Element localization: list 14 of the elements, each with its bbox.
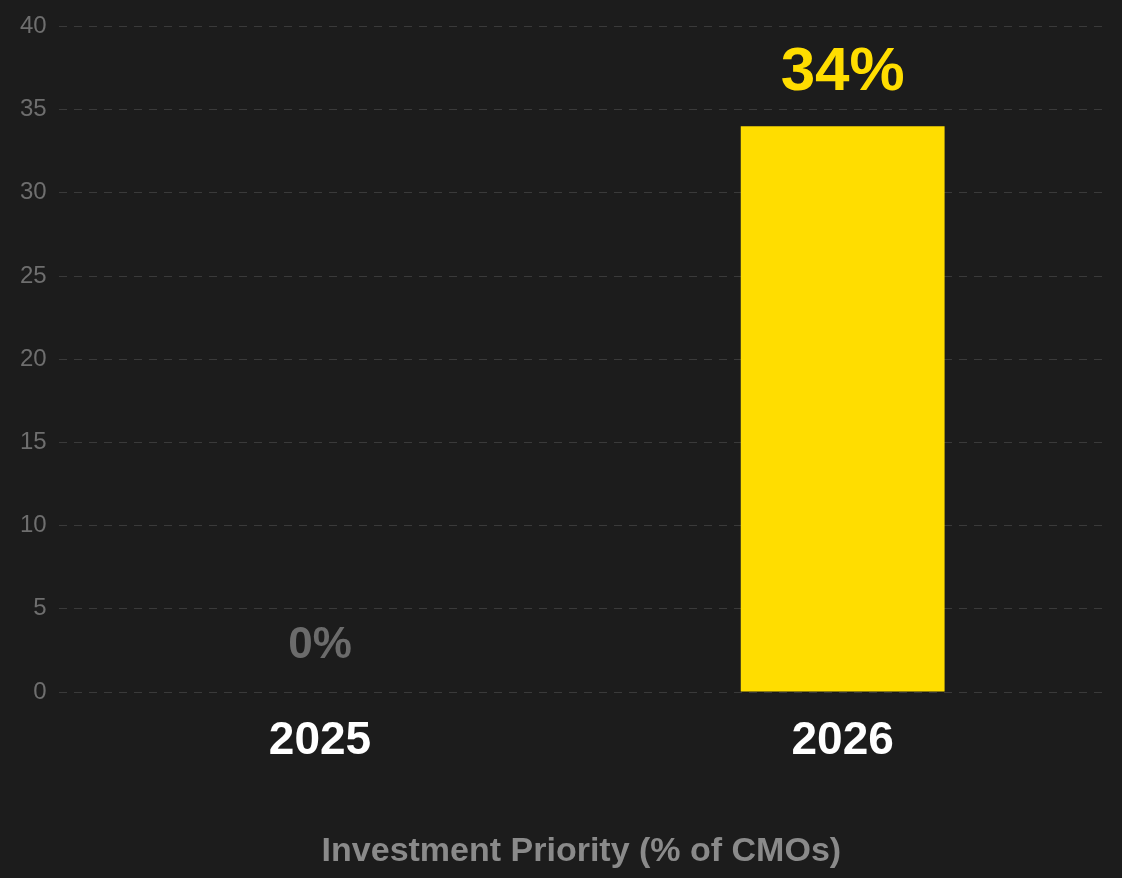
data-label: 0%	[288, 618, 352, 668]
y-tick-label: 30	[19, 177, 47, 205]
x-tick-label: 2025	[268, 712, 372, 765]
x-axis-title: Investment Priority (% of CMOs)	[321, 829, 842, 868]
y-tick-label: 10	[19, 510, 47, 538]
y-tick-label: 35	[19, 94, 47, 122]
y-tick-label: 15	[19, 427, 47, 455]
x-tick-label: 2026	[791, 712, 894, 765]
data-label: 34%	[780, 34, 905, 104]
y-tick-label: 40	[19, 11, 47, 39]
y-tick-label: 0	[33, 676, 47, 704]
y-tick-label: 25	[19, 260, 47, 288]
y-tick-label: 5	[33, 593, 47, 621]
y-tick-label: 20	[19, 343, 47, 371]
